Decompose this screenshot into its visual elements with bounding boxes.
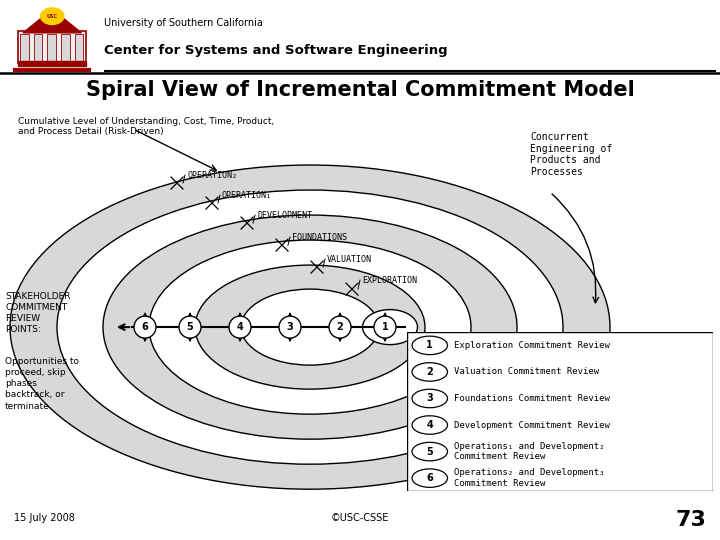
Circle shape [412,442,448,461]
Bar [18,31,86,63]
Bar [20,33,29,61]
Text: Operations₂ and Development₃
Commitment Review: Operations₂ and Development₃ Commitment … [454,468,605,488]
Text: Spiral View of Incremental Commitment Model: Spiral View of Incremental Commitment Mo… [86,80,634,100]
Circle shape [374,316,396,338]
Text: USC: USC [47,14,58,19]
Text: 4: 4 [426,420,433,430]
Ellipse shape [57,190,563,464]
Circle shape [329,316,351,338]
Text: Opportunities to
proceed, skip
phases
backtrack, or
terminate: Opportunities to proceed, skip phases ba… [5,357,79,410]
Text: STAKEHOLDER
COMMITMENT
REVIEW
POINTS:: STAKEHOLDER COMMITMENT REVIEW POINTS: [5,292,71,334]
Circle shape [279,316,301,338]
Circle shape [40,8,64,24]
Text: 1: 1 [426,340,433,350]
Bar [61,33,70,61]
Text: Exploration Commitment Review: Exploration Commitment Review [454,341,610,350]
Bar [48,33,56,61]
Circle shape [412,336,448,355]
Ellipse shape [362,309,418,345]
Circle shape [412,389,448,408]
Ellipse shape [149,240,471,414]
Text: 3: 3 [426,394,433,403]
Text: Operations₁ and Development₂
Commitment Review: Operations₁ and Development₂ Commitment … [454,442,605,462]
Text: VALUATION: VALUATION [327,254,372,264]
Text: 3: 3 [287,322,293,332]
Bar [75,33,84,61]
Text: 5: 5 [426,447,433,457]
Text: 6: 6 [142,322,148,332]
Text: OPERATION₁: OPERATION₁ [222,191,272,200]
Ellipse shape [241,289,379,365]
Text: University of Southern California: University of Southern California [104,18,264,28]
Text: 1: 1 [382,322,388,332]
Text: Valuation Commitment Review: Valuation Commitment Review [454,367,599,376]
Text: DEVELOPMENT: DEVELOPMENT [257,211,312,220]
Bar [18,61,86,66]
Text: Foundations Commitment Review: Foundations Commitment Review [454,394,610,403]
Text: 4: 4 [237,322,243,332]
Text: 5: 5 [186,322,194,332]
Circle shape [179,316,201,338]
Text: 73: 73 [675,510,706,530]
Text: Center for Systems and Software Engineering: Center for Systems and Software Engineer… [104,44,448,57]
Text: 2: 2 [426,367,433,377]
Bar [34,33,42,61]
Circle shape [134,316,156,338]
Text: ©USC-CSSE: ©USC-CSSE [330,512,390,523]
Circle shape [412,416,448,434]
Ellipse shape [10,165,610,489]
Text: 2: 2 [337,322,343,332]
Circle shape [229,316,251,338]
Text: Cumulative Level of Understanding, Cost, Time, Product,
and Process Detail (Risk: Cumulative Level of Understanding, Cost,… [18,117,274,137]
Polygon shape [23,9,81,33]
Circle shape [412,363,448,381]
Text: 6: 6 [426,473,433,483]
Text: FOUNDATIONS: FOUNDATIONS [292,233,347,241]
Circle shape [412,469,448,488]
Text: Concurrent
Engineering of
Products and
Processes: Concurrent Engineering of Products and P… [530,132,612,177]
Text: OPERATION₂: OPERATION₂ [187,171,237,179]
Text: Development Commitment Review: Development Commitment Review [454,421,610,429]
Ellipse shape [103,215,517,439]
Text: 15 July 2008: 15 July 2008 [14,512,75,523]
Text: EXPLORATION: EXPLORATION [362,275,417,285]
Ellipse shape [195,265,425,389]
